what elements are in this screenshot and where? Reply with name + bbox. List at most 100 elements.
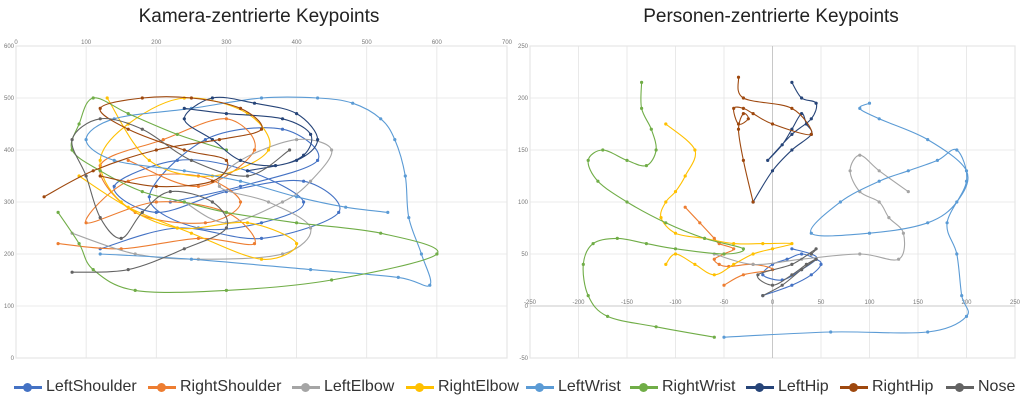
person-point-left-elbow [906,190,910,194]
camera-point-right-wrist [140,190,144,194]
person-x-tick-label: -150 [621,300,634,306]
legend-swatch-right-shoulder [148,381,176,393]
camera-point-left-wrist [182,169,186,173]
person-point-left-hip [809,117,813,121]
camera-point-left-elbow [133,252,137,256]
legend-label-left-wrist: LeftWrist [558,378,621,395]
camera-point-right-wrist [330,278,334,282]
legend-item-left-elbow[interactable]: LeftElbow [292,376,394,398]
person-point-left-wrist [955,200,959,204]
person-point-right-wrist [722,252,726,256]
legend: LeftShoulder RightShoulder LeftElbow Rig… [0,376,1024,398]
chart-title-camera-centered: Kamera-zentrierte Keypoints [138,6,380,27]
camera-point-left-shoulder [259,221,264,225]
person-point-right-elbow [761,242,765,246]
camera-point-nose [119,236,123,240]
legend-item-left-hip[interactable]: LeftHip [746,376,829,398]
person-point-nose [761,294,765,298]
camera-point-nose [98,117,102,121]
person-y-tick-label: 100 [518,200,529,206]
person-point-right-shoulder [712,257,716,261]
legend-item-right-wrist[interactable]: RightWrist [630,376,736,398]
person-point-right-elbow [732,262,736,266]
camera-point-right-elbow [295,242,299,246]
person-point-right-hip [736,75,741,79]
person-point-left-hip [790,148,794,152]
person-point-right-wrist [606,314,610,318]
legend-swatch-right-elbow [406,381,434,393]
legend-item-right-shoulder[interactable]: RightShoulder [148,376,281,398]
camera-point-right-elbow [266,148,271,152]
person-point-nose [756,273,760,277]
person-x-tick-label: 150 [913,300,924,306]
legend-item-nose[interactable]: Nose [946,376,1015,398]
camera-point-right-wrist [91,268,95,272]
camera-point-left-hip [252,101,257,105]
person-y-tick-label: -50 [519,356,528,362]
camera-point-left-wrist [403,174,407,178]
legend-item-left-shoulder[interactable]: LeftShoulder [14,376,137,398]
camera-point-right-shoulder [126,158,130,162]
camera-point-left-elbow [280,252,285,256]
person-series-line-left-shoulder [762,248,822,297]
camera-point-left-wrist [259,96,264,100]
person-point-nose [790,262,794,266]
legend-item-right-elbow[interactable]: RightElbow [406,376,519,398]
person-point-right-elbow [770,247,775,251]
person-point-left-wrist [964,169,969,173]
person-point-left-wrist [926,330,930,334]
camera-point-right-elbow [147,158,151,162]
person-point-left-hip [780,143,784,147]
person-point-left-elbow [887,216,891,220]
camera-point-left-shoulder [316,158,320,162]
legend-label-right-shoulder: RightShoulder [180,378,282,395]
camera-point-right-wrist [133,288,137,292]
camera-point-right-elbow [175,226,179,230]
camera-point-left-elbow [266,200,271,204]
person-point-right-wrist [703,236,707,240]
legend-swatch-left-elbow [292,381,320,393]
person-point-left-wrist [926,138,930,142]
camera-point-left-elbow [309,226,313,230]
camera-point-right-shoulder [196,236,200,240]
camera-point-left-hip [295,158,299,162]
person-point-left-wrist [955,148,959,152]
legend-label-left-elbow: LeftElbow [324,378,395,395]
person-point-right-wrist [673,247,678,251]
person-y-tick-label: 200 [518,96,529,102]
person-series-line-right-hip [733,77,813,203]
person-point-nose [770,283,775,287]
person-point-right-hip [751,112,755,116]
camera-point-left-wrist [309,268,313,272]
legend-item-right-hip[interactable]: RightHip [840,376,933,398]
person-point-right-wrist [644,164,648,168]
person-point-left-hip [800,112,804,116]
camera-point-right-elbow [98,158,102,162]
person-point-left-elbow [901,231,905,235]
person-point-right-wrist [615,236,619,240]
camera-point-left-wrist [112,158,116,162]
camera-y-tick-label: 500 [4,96,15,102]
camera-series-line-right-wrist [57,97,439,293]
legend-item-left-wrist[interactable]: LeftWrist [526,376,621,398]
camera-point-left-hip [182,117,186,121]
legend-swatch-right-wrist [630,381,658,393]
person-point-left-hip [814,101,818,105]
camera-point-right-wrist [435,252,439,256]
camera-point-left-wrist [351,101,355,105]
camera-point-right-hip [154,184,158,188]
person-x-tick-label: -50 [720,300,729,306]
camera-series-line-right-elbow [78,97,298,260]
person-x-tick-label: -200 [572,300,585,306]
person-point-right-hip [790,106,794,110]
camera-point-left-wrist [84,138,88,142]
camera-y-tick-label: 0 [11,356,15,362]
camera-point-right-elbow [245,221,250,225]
person-point-right-elbow [664,200,668,204]
person-point-right-wrist [712,335,716,339]
person-point-right-wrist [654,325,658,329]
camera-point-right-shoulder [252,148,257,152]
camera-point-nose [210,200,214,204]
camera-point-right-wrist [182,200,186,204]
legend-label-right-wrist: RightWrist [662,378,736,395]
